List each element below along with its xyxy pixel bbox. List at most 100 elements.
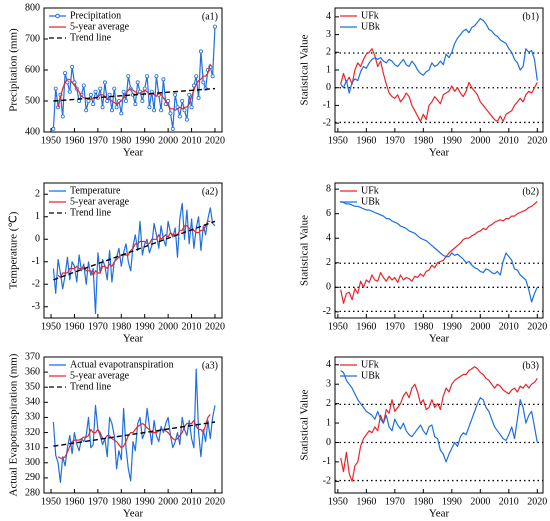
series-marker <box>51 126 56 131</box>
x-tick-label: 2020 <box>205 496 225 507</box>
series-line <box>340 366 538 482</box>
series-marker <box>161 77 166 82</box>
panel-label: (b2) <box>522 186 539 197</box>
series-marker <box>109 108 114 113</box>
x-tick-label: 1980 <box>413 496 433 507</box>
legend-label: Trend line <box>70 32 112 43</box>
y-tick-label: 0 <box>35 234 40 245</box>
x-tick-label: 2020 <box>205 321 225 332</box>
series-line <box>53 87 216 102</box>
series-marker <box>126 74 131 79</box>
x-tick-label: 1990 <box>135 496 155 507</box>
legend-label: 5-year average <box>70 370 130 381</box>
y-tick-label: 1 <box>326 64 331 75</box>
panel: 1950 1960 1970 1980 1990 2000 2010 2020 280 290 30… <box>8 351 225 519</box>
series-marker <box>173 92 178 97</box>
y-tick-label: 6 <box>326 208 331 219</box>
series-marker <box>210 74 215 79</box>
series-marker <box>196 95 201 100</box>
series-line <box>52 202 216 315</box>
y-tick-label: 3 <box>326 29 331 40</box>
x-tick-label: 1990 <box>442 321 462 332</box>
series-marker <box>114 105 119 110</box>
plot-frame <box>43 7 223 133</box>
x-tick-label: 2000 <box>470 321 490 332</box>
y-tick-label: -2 <box>32 279 40 290</box>
x-tick-label: 1980 <box>413 321 433 332</box>
x-tick-label: 1960 <box>64 496 84 507</box>
series-marker <box>84 108 89 113</box>
x-tick-label: 2010 <box>182 496 202 507</box>
x-tick-label: 1960 <box>356 496 376 507</box>
y-tick-label: 2 <box>326 47 331 58</box>
x-tick-label: 1980 <box>111 496 131 507</box>
x-tick-label: 1980 <box>111 135 131 146</box>
x-tick-label: 2020 <box>205 135 225 146</box>
panel: 1950 1960 1970 1980 1990 2000 2010 2020 -2 0 2 4 6 8 Y… <box>299 182 547 345</box>
legend-label: 5-year average <box>70 21 130 32</box>
legend-label: Trend line <box>70 207 112 218</box>
panel-label: (a3) <box>202 360 218 371</box>
series-line <box>340 48 538 122</box>
series-marker <box>63 71 68 76</box>
y-axis-label: Statistical Value <box>299 215 311 286</box>
legend-label: Precipitation <box>70 10 121 21</box>
x-tick-label: 2000 <box>158 135 178 146</box>
y-tick-label: 320 <box>25 427 40 438</box>
series-marker <box>77 99 82 104</box>
x-tick-label: 2000 <box>158 321 178 332</box>
x-tick-label: 1950 <box>41 135 61 146</box>
x-axis-label: Year <box>123 508 144 520</box>
y-tick-label: 0 <box>326 437 331 448</box>
y-tick-label: -1 <box>32 256 40 267</box>
series-marker <box>70 64 75 69</box>
panel-label: (a2) <box>202 186 218 197</box>
y-tick-label: 8 <box>326 183 331 194</box>
y-tick-label: -1 <box>323 456 331 467</box>
y-tick-label: -2 <box>323 476 331 487</box>
series-line <box>52 368 216 483</box>
y-tick-label: 800 <box>25 2 40 13</box>
x-tick-label: 1990 <box>442 496 462 507</box>
series-marker <box>180 99 185 104</box>
series-line <box>57 414 211 459</box>
y-tick-label: 310 <box>25 442 40 453</box>
series-marker <box>182 108 187 113</box>
x-tick-label: 2010 <box>182 321 202 332</box>
x-tick-label: 1950 <box>41 496 61 507</box>
y-tick-label: 370 <box>25 351 40 362</box>
x-tick-label: 2020 <box>527 321 547 332</box>
y-tick-label: 2 <box>326 257 331 268</box>
x-tick-label: 1950 <box>41 321 61 332</box>
x-tick-label: 2020 <box>527 496 547 507</box>
x-tick-label: 2010 <box>182 135 202 146</box>
y-tick-label: 0 <box>326 282 331 293</box>
panel: 1950 1960 1970 1980 1990 2000 2010 2020 400 500 60… <box>8 2 225 158</box>
series-marker <box>60 114 65 119</box>
y-tick-label: 600 <box>25 64 40 75</box>
y-axis-label: Precipitation (mm) <box>8 28 20 112</box>
x-tick-label: 2010 <box>499 496 519 507</box>
panel-label: (b1) <box>522 11 539 22</box>
y-tick-label: 280 <box>25 487 40 498</box>
series-marker <box>121 89 126 94</box>
series-marker <box>177 114 182 119</box>
series-marker <box>189 105 194 110</box>
y-tick-label: 330 <box>25 412 40 423</box>
legend-label: Trend line <box>70 381 112 392</box>
x-tick-label: 1970 <box>88 135 108 146</box>
series-marker <box>187 92 192 97</box>
series-marker <box>168 111 173 116</box>
x-tick-label: 1950 <box>328 135 348 146</box>
series-marker <box>93 89 98 94</box>
x-tick-label: 2010 <box>499 135 519 146</box>
legend-label: UFk <box>361 10 379 21</box>
legend-label: Temperature <box>70 185 121 196</box>
series-marker <box>72 80 77 85</box>
x-tick-label: 1990 <box>442 135 462 146</box>
series-marker <box>91 102 96 107</box>
legend-label: UBk <box>361 21 380 32</box>
y-axis-label: Actual Evapotranspiration (mm) <box>8 353 20 496</box>
x-axis-label: Year <box>123 333 144 345</box>
